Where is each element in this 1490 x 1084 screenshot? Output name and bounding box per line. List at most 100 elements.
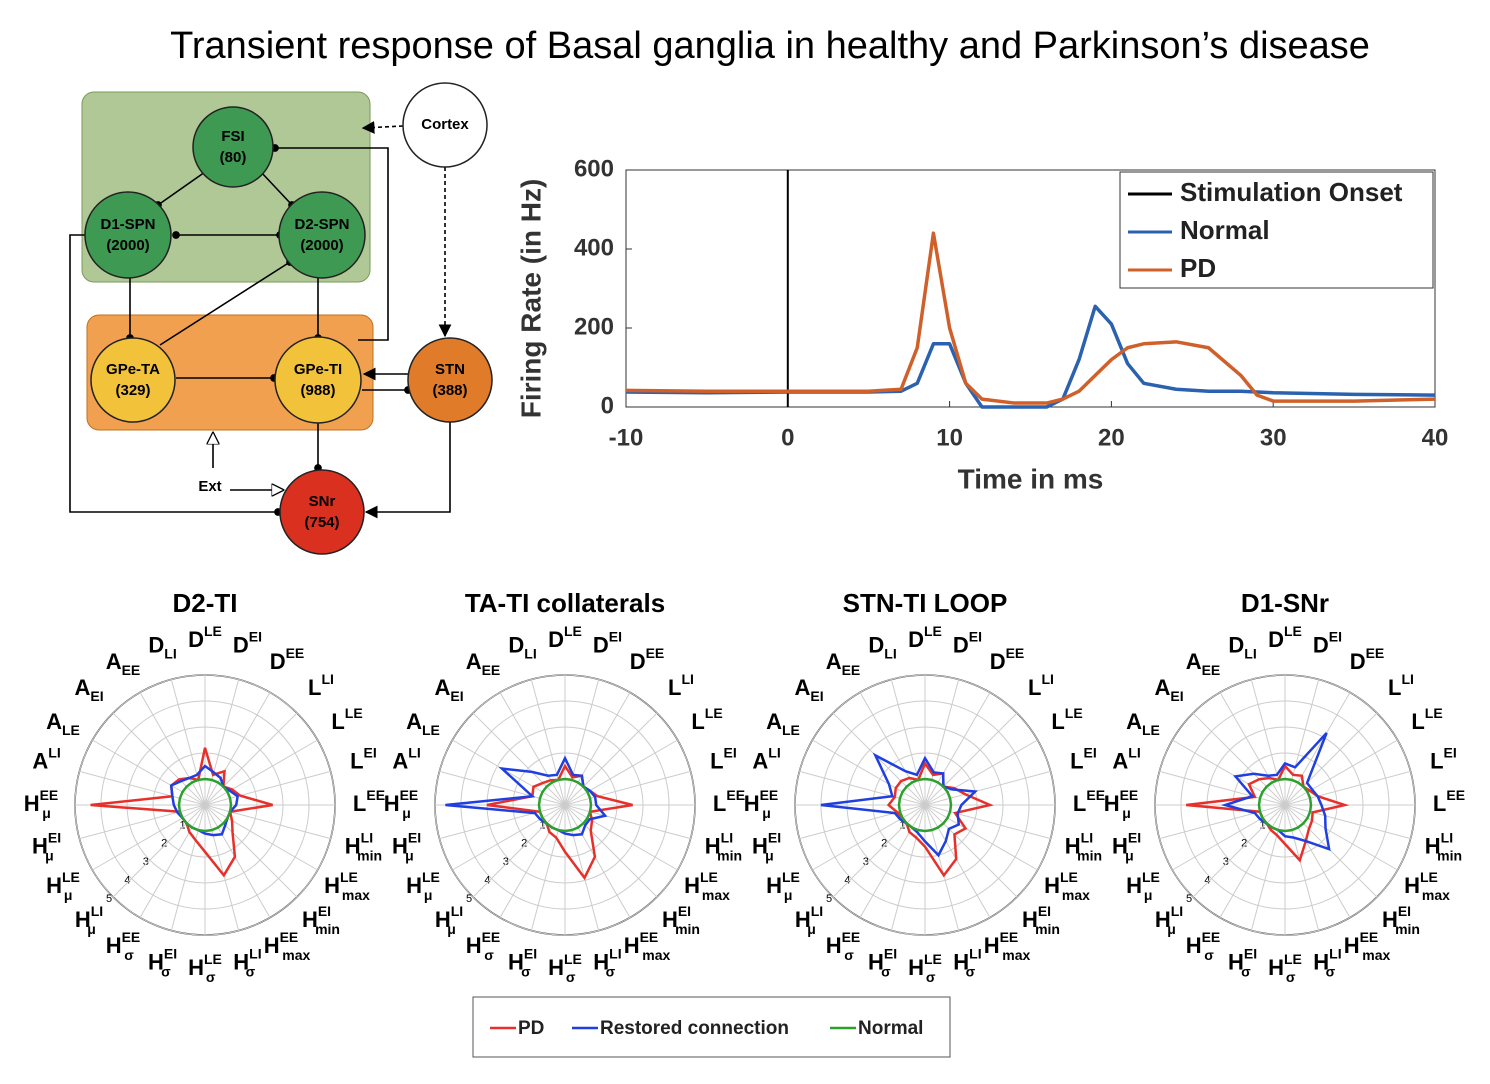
axis-label-sup: LI bbox=[48, 744, 60, 760]
axis-label-sup: EI bbox=[318, 903, 331, 919]
axis-label-sub: μ bbox=[42, 805, 51, 821]
axis-label-sup: EI bbox=[768, 829, 781, 845]
axis-label-base: L bbox=[710, 748, 723, 773]
axis-label-base: L bbox=[1388, 675, 1401, 700]
axis-label: HEI σ bbox=[148, 945, 177, 979]
axis-label-sup: EE bbox=[726, 787, 745, 803]
axis-label-base: D bbox=[1350, 649, 1366, 674]
spoke bbox=[472, 712, 566, 806]
axis-label: HLE μ bbox=[46, 869, 80, 903]
spoke bbox=[1159, 804, 1286, 840]
axis-label-base: L bbox=[1430, 748, 1443, 773]
axis-label-base: H bbox=[1268, 955, 1284, 980]
axis-label-sub: σ bbox=[606, 963, 616, 979]
spoke bbox=[1172, 804, 1286, 871]
radar-series bbox=[1257, 777, 1313, 833]
axis-label-sup: EI bbox=[1398, 903, 1411, 919]
axis-label-sub: μ bbox=[762, 805, 771, 821]
axis-label-sup: LE bbox=[340, 869, 358, 885]
axis-label: HEE μ bbox=[744, 787, 779, 821]
axis-label-base: A bbox=[74, 675, 90, 700]
axis-label-base: H bbox=[46, 873, 62, 898]
axis-label: HEI μ bbox=[32, 829, 61, 863]
axis-label: HLE σ bbox=[908, 951, 942, 985]
axis-label-base: H bbox=[868, 949, 884, 974]
axis-label: HEI σ bbox=[1228, 945, 1257, 979]
axis-label-sup: EE bbox=[1086, 787, 1105, 803]
axis-label-sup: LE bbox=[1284, 623, 1302, 639]
spoke bbox=[859, 804, 926, 918]
axis-label-sup: LE bbox=[1425, 705, 1443, 721]
node-label: D2-SPN bbox=[294, 216, 349, 233]
axis-label-sub: LI bbox=[884, 645, 896, 661]
axis-label-base: H bbox=[1065, 833, 1081, 858]
axis-label: HLE max bbox=[684, 869, 730, 903]
legend-label: Normal bbox=[1180, 215, 1270, 245]
spoke bbox=[564, 804, 658, 898]
node-label: STN bbox=[435, 361, 465, 378]
axis-label-sup: EI bbox=[1329, 628, 1342, 644]
axis-label-sup: EI bbox=[524, 945, 537, 961]
node-count: (2000) bbox=[300, 237, 343, 254]
axis-label-sup: EI bbox=[364, 744, 377, 760]
axis-label-base: H bbox=[1404, 873, 1420, 898]
y-tick-label: 200 bbox=[574, 313, 614, 340]
axis-label: ALE bbox=[1126, 709, 1160, 738]
axis-label-sup: LI bbox=[321, 671, 333, 687]
axis-label: HLI σ bbox=[953, 945, 981, 979]
spoke bbox=[530, 679, 566, 806]
radar-title: D1-SNr bbox=[1241, 588, 1329, 618]
node-count: (2000) bbox=[106, 237, 149, 254]
node bbox=[274, 336, 362, 424]
axis-label-sub: min bbox=[717, 847, 742, 863]
node bbox=[278, 191, 366, 279]
axis-label: ALI bbox=[1112, 744, 1140, 773]
node bbox=[402, 82, 488, 168]
axis-label-sub: σ bbox=[484, 947, 494, 963]
axis-label-base: H bbox=[593, 949, 609, 974]
axis-label-base: H bbox=[1044, 873, 1060, 898]
axis-label-base: H bbox=[662, 907, 678, 932]
axis-label-sup: LI bbox=[768, 744, 780, 760]
axis-label: DEE bbox=[270, 645, 305, 674]
axis-label-sup: LI bbox=[681, 671, 693, 687]
r-tick-label: 3 bbox=[503, 856, 509, 868]
axis-label-base: D bbox=[548, 627, 564, 652]
axis-label-base: L bbox=[668, 675, 681, 700]
axis-label-sup: LE bbox=[1420, 869, 1438, 885]
axis-label-sup: EE bbox=[400, 787, 419, 803]
spoke bbox=[79, 770, 206, 806]
axis-label-sub: min bbox=[315, 921, 340, 937]
axis-label-base: A bbox=[46, 709, 62, 734]
r-tick-label: 1 bbox=[180, 819, 186, 831]
spoke bbox=[1219, 804, 1286, 918]
r-tick-label: 5 bbox=[826, 893, 832, 905]
axis-label-sup: LE bbox=[1065, 705, 1083, 721]
radar-title: D2-TI bbox=[173, 588, 238, 618]
axis-label-sub: max bbox=[1362, 947, 1390, 963]
axis-label: DLE bbox=[1268, 623, 1302, 652]
radar-series bbox=[897, 777, 953, 833]
axis-label-base: D bbox=[233, 632, 249, 657]
r-tick-label: 2 bbox=[161, 838, 167, 850]
spoke bbox=[812, 739, 926, 806]
r-tick-label: 2 bbox=[521, 838, 527, 850]
spoke bbox=[924, 770, 1051, 806]
axis-label-sub: μ bbox=[1122, 805, 1131, 821]
axis-label-sub: EI bbox=[1170, 688, 1183, 704]
axis-label: HLE max bbox=[1044, 869, 1090, 903]
axis-label-base: H bbox=[826, 933, 842, 958]
axis-label-sub: max bbox=[642, 947, 670, 963]
radar-title: TA-TI collaterals bbox=[465, 588, 665, 618]
axis-label-base: L bbox=[691, 709, 704, 734]
axis-label-sup: EE bbox=[482, 929, 501, 945]
axis-label-sub: μ bbox=[45, 847, 54, 863]
y-tick-label: 0 bbox=[601, 392, 614, 419]
axis-label: LLE bbox=[1051, 705, 1082, 734]
axis-label-base: H bbox=[1104, 791, 1120, 816]
radar-series bbox=[886, 760, 994, 878]
spoke bbox=[859, 692, 926, 806]
axis-label-sup: LE bbox=[564, 951, 582, 967]
spoke bbox=[1284, 692, 1351, 806]
axis-label: DLI bbox=[868, 632, 896, 661]
